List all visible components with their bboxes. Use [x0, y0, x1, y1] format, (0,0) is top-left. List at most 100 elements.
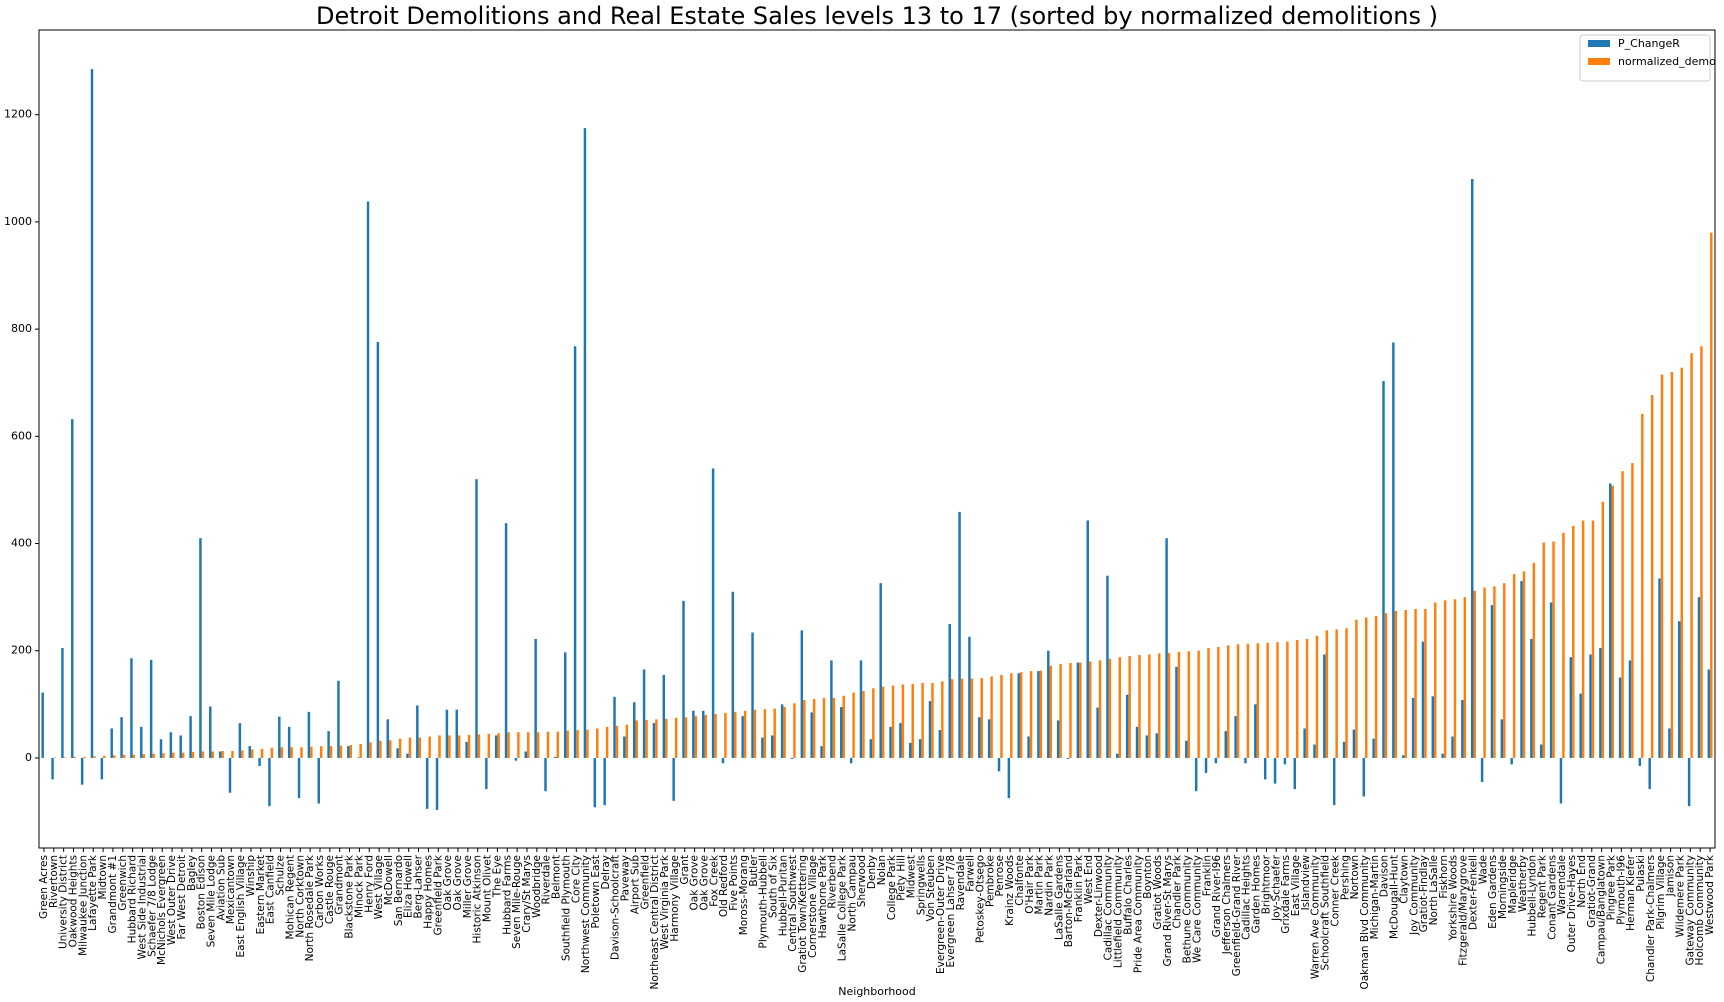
x-tick-label: The Eye: [491, 855, 503, 898]
bar: [623, 736, 626, 758]
bar: [1345, 628, 1348, 758]
x-tick-label: Moross-Morang: [738, 855, 750, 935]
x-tick-label: Schaefer 7/8 Lodge: [146, 855, 158, 957]
bar: [1628, 660, 1632, 758]
bar: [1088, 661, 1092, 758]
bar: [63, 757, 67, 758]
bar: [987, 719, 991, 758]
bar: [593, 757, 597, 808]
x-tick-label: Denby: [866, 855, 878, 889]
x-tick-label: Winship: [245, 855, 257, 897]
x-tick-label: Northwest Community: [580, 855, 592, 973]
x-tick-label: West Village: [373, 855, 385, 919]
legend: P_ChangeR normalized_demo: [1579, 34, 1716, 82]
x-tick-label: Grandmont: [334, 855, 346, 915]
x-tick-label: Aviation Sub: [215, 855, 227, 921]
bar: [1226, 645, 1230, 758]
bar: [1342, 741, 1346, 758]
bar: [655, 719, 658, 758]
bar: [763, 709, 767, 758]
bar: [1305, 638, 1309, 758]
bar: [1303, 728, 1306, 758]
x-tick-label: Warren Ave Community: [1310, 855, 1322, 979]
bar: [497, 733, 500, 758]
bar: [563, 652, 567, 758]
x-tick-label: Dexter-Fenkell: [1467, 855, 1479, 930]
bar: [1293, 757, 1296, 790]
bar: [1372, 738, 1375, 758]
x-tick-label: Oak Grove: [452, 855, 464, 910]
bar: [1660, 374, 1664, 758]
x-tick-label: Historic Atkinson: [472, 855, 484, 944]
bar: [576, 730, 579, 758]
bar: [258, 757, 261, 766]
bar: [603, 757, 606, 806]
bar: [1461, 700, 1464, 758]
x-tick-label: Cadillac Community: [1103, 855, 1115, 961]
bar: [704, 715, 707, 758]
x-tick-label: Schoolcraft Southfield: [1320, 855, 1332, 971]
bar: [1135, 726, 1139, 758]
bar: [780, 704, 784, 758]
bar: [307, 711, 311, 758]
bar: [1096, 707, 1099, 758]
bar: [1609, 483, 1612, 758]
bar: [1520, 581, 1523, 758]
bar: [268, 757, 271, 807]
x-tick-label: Brightmoor: [1260, 854, 1272, 914]
bar: [201, 751, 205, 758]
x-tick-label: Rivertown: [48, 855, 60, 908]
bar: [613, 696, 616, 758]
bar: [1155, 733, 1158, 758]
x-tick-label: San Bernardo: [393, 855, 405, 926]
bar: [1532, 562, 1536, 758]
bar: [319, 746, 323, 758]
x-tick-label: LaSalle Gardens: [1053, 855, 1065, 940]
bar: [1411, 697, 1415, 758]
bar: [1621, 471, 1624, 758]
x-tick-label: Henry Ford: [363, 855, 375, 913]
bar: [573, 346, 577, 758]
y-tick-label: 800: [11, 322, 32, 335]
x-tick-label: East English Village: [235, 855, 247, 958]
bar: [1145, 735, 1149, 758]
bar: [1157, 653, 1161, 758]
bar: [1066, 757, 1070, 760]
bar: [1049, 665, 1052, 758]
x-tick-label: Warrendale: [1556, 855, 1568, 915]
y-tick-label: 200: [11, 644, 32, 657]
bar: [297, 757, 301, 799]
x-tick-label: Conner Creek: [1329, 854, 1341, 927]
bar: [1296, 640, 1299, 758]
x-tick-label: Boynton: [1142, 855, 1154, 899]
bar: [1175, 666, 1178, 758]
x-tick-label: Delray: [600, 855, 612, 889]
bar: [1401, 755, 1405, 758]
y-tick-label: 1200: [4, 108, 32, 121]
x-tick-label: Nortown: [1349, 855, 1361, 899]
x-tick-label: Core City: [570, 855, 582, 903]
bar: [554, 756, 557, 758]
bar: [596, 728, 599, 758]
x-tick-label: Fiskhorn: [1438, 855, 1450, 899]
bar: [1483, 587, 1486, 758]
x-tick-label: Michigan-Martin: [1369, 855, 1381, 939]
bar: [41, 692, 44, 758]
x-tick-label: Yorkshire Woods: [1448, 855, 1460, 942]
bar: [386, 719, 389, 758]
x-tick-label: Seven Mile Lodge: [206, 855, 218, 947]
bar: [300, 747, 303, 758]
x-tick-label: Oakwood Heights: [68, 855, 80, 947]
x-tick-label: Islandview: [1300, 855, 1312, 911]
bar: [445, 709, 449, 758]
x-tick-label: Franklin Park: [1073, 854, 1085, 922]
x-tick-label: Oak Grove: [689, 855, 701, 910]
bar: [396, 748, 399, 758]
x-tick-label: Midwest: [906, 855, 918, 898]
bar: [1618, 677, 1622, 758]
bar: [970, 678, 974, 758]
bar: [93, 756, 96, 758]
bar: [583, 128, 587, 758]
bar: [534, 638, 537, 758]
bar: [1473, 590, 1476, 758]
